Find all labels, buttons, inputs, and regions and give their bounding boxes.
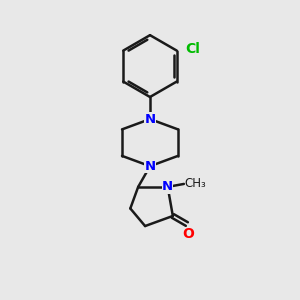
Text: N: N <box>162 180 173 194</box>
Text: O: O <box>182 227 194 241</box>
Text: Cl: Cl <box>186 42 200 56</box>
Text: CH₃: CH₃ <box>185 177 206 190</box>
Text: N: N <box>144 112 156 126</box>
Text: N: N <box>144 160 156 173</box>
